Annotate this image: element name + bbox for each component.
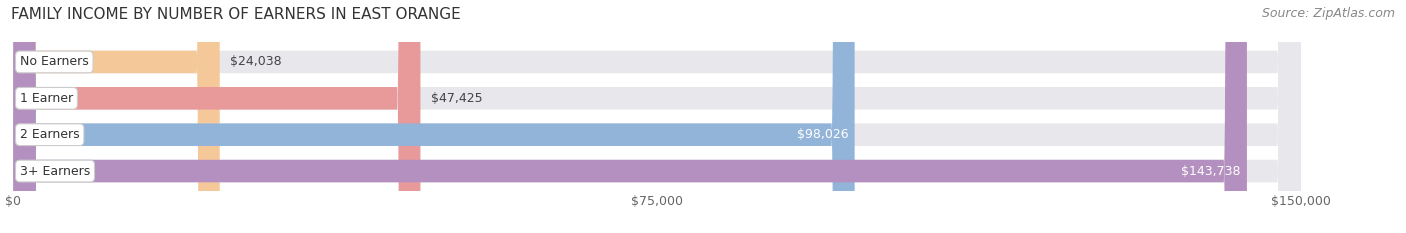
Text: No Earners: No Earners [20,55,89,69]
Text: $24,038: $24,038 [231,55,281,69]
FancyBboxPatch shape [14,0,855,233]
FancyBboxPatch shape [14,0,420,233]
Text: FAMILY INCOME BY NUMBER OF EARNERS IN EAST ORANGE: FAMILY INCOME BY NUMBER OF EARNERS IN EA… [11,7,461,22]
FancyBboxPatch shape [14,0,1247,233]
FancyBboxPatch shape [14,0,1301,233]
Text: $98,026: $98,026 [797,128,848,141]
FancyBboxPatch shape [14,0,1301,233]
Text: 2 Earners: 2 Earners [20,128,80,141]
Text: 1 Earner: 1 Earner [20,92,73,105]
Text: $47,425: $47,425 [430,92,482,105]
Text: 3+ Earners: 3+ Earners [20,164,90,178]
Text: Source: ZipAtlas.com: Source: ZipAtlas.com [1261,7,1395,20]
FancyBboxPatch shape [14,0,219,233]
FancyBboxPatch shape [14,0,1301,233]
Text: $143,738: $143,738 [1181,164,1240,178]
FancyBboxPatch shape [14,0,1301,233]
